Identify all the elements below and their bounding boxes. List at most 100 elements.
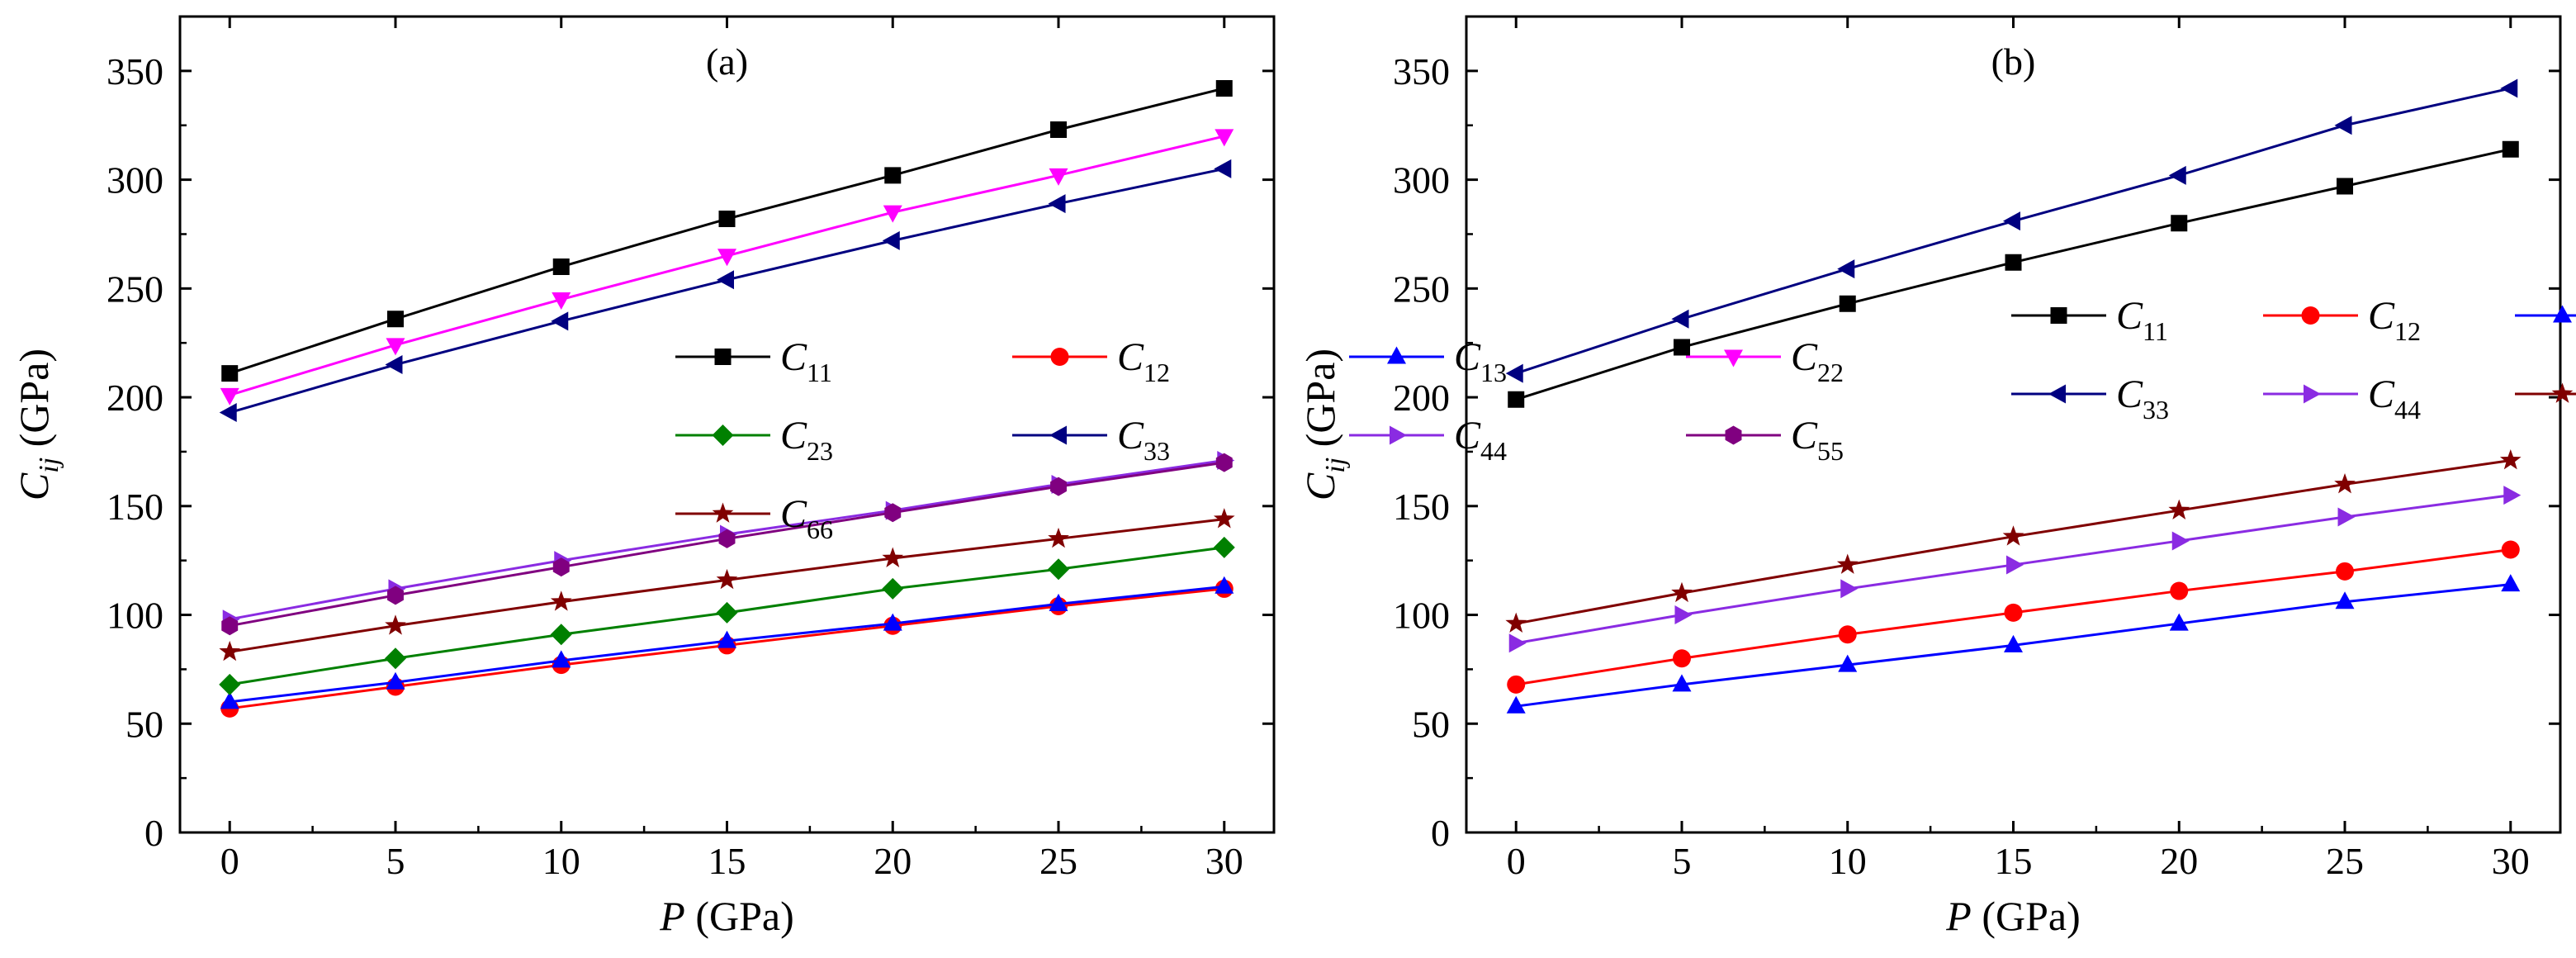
legend-marker xyxy=(1050,348,1069,366)
y-tick-label: 200 xyxy=(107,377,163,419)
data-point-C13 xyxy=(2335,591,2355,609)
data-point-C66 xyxy=(2499,448,2522,470)
y-tick-label: 250 xyxy=(107,268,163,310)
legend-label: C11 xyxy=(2116,294,2168,346)
data-point-C11 xyxy=(386,311,404,328)
plot-frame xyxy=(1465,15,2562,834)
data-point-C13 xyxy=(2004,634,2023,652)
legend: C11 C12 C13 C22 C23 C33 C44 C55 C66 xyxy=(675,335,1844,544)
data-point-C11 xyxy=(2171,215,2188,232)
y-tick-label: 0 xyxy=(144,812,163,854)
legend-entry-C44: C44 xyxy=(1349,414,1507,466)
legend-marker xyxy=(1387,346,1406,364)
data-point-C33 xyxy=(385,355,403,375)
y-tick-label: 100 xyxy=(107,595,163,637)
data-point-C23 xyxy=(384,647,406,670)
series-line-C11 xyxy=(229,87,1225,375)
legend-label: C33 xyxy=(1117,414,1170,466)
series-C22 xyxy=(220,129,1234,405)
data-point-C66 xyxy=(1048,527,1069,548)
data-point-C23 xyxy=(882,577,904,600)
data-point-C22 xyxy=(220,387,239,405)
data-point-C66 xyxy=(219,640,241,662)
y-tick-label: 50 xyxy=(125,703,163,745)
x-tick-label: 0 xyxy=(1507,840,1526,882)
panel-label: (a) xyxy=(706,40,748,83)
legend-label: C44 xyxy=(2368,372,2421,424)
data-point-C44 xyxy=(1508,633,1527,653)
plot-frame xyxy=(178,15,1276,834)
data-point-C33 xyxy=(1671,309,1689,329)
data-point-C66 xyxy=(1836,553,1859,574)
x-tick-label: 10 xyxy=(542,840,580,882)
data-point-C23 xyxy=(1213,536,1235,558)
legend-entry-C12: C12 xyxy=(1012,335,1170,387)
legend-marker xyxy=(1049,425,1067,445)
data-point-C13 xyxy=(717,630,736,648)
data-point-C66 xyxy=(2168,499,2190,519)
data-point-C11 xyxy=(2005,254,2022,271)
data-point-C44 xyxy=(2337,507,2356,527)
data-point-C66 xyxy=(882,547,904,567)
data-point-C55 xyxy=(221,616,239,636)
data-point-C11 xyxy=(2337,178,2354,195)
data-point-C55 xyxy=(552,557,570,577)
legend-label: C23 xyxy=(780,414,833,466)
y-tick-label: 350 xyxy=(1393,50,1450,92)
data-point-C66 xyxy=(2334,472,2356,494)
series-C13 xyxy=(1506,574,2521,714)
legend-label: C22 xyxy=(1791,335,1844,387)
data-point-C33 xyxy=(1048,194,1066,214)
data-point-C33 xyxy=(882,230,900,250)
data-point-C33 xyxy=(1505,363,1523,383)
data-point-C33 xyxy=(1214,159,1232,178)
data-point-C55 xyxy=(884,503,902,523)
data-point-C55 xyxy=(718,529,736,548)
series-C13 xyxy=(220,576,1234,709)
data-point-C44 xyxy=(1840,579,1859,599)
legend-entry-C11: C11 xyxy=(675,335,832,387)
legend-entry-C66: C66 xyxy=(675,492,833,544)
data-point-C11 xyxy=(718,211,736,228)
legend-entry-C33: C33 xyxy=(2011,372,2169,424)
data-point-C13 xyxy=(1672,674,1692,692)
series-line-C33 xyxy=(229,167,1225,414)
legend-entry-C66: C66 xyxy=(2515,382,2576,403)
x-tick-label: 30 xyxy=(1205,840,1243,882)
data-point-C44 xyxy=(2171,531,2190,551)
legend-label: C44 xyxy=(1454,414,1507,466)
legend-entry-C23: C23 xyxy=(675,414,833,466)
data-point-C11 xyxy=(1508,391,1525,408)
x-tick-label: 25 xyxy=(1039,840,1077,882)
y-tick-label: 150 xyxy=(107,486,163,528)
data-point-C13 xyxy=(1506,695,1526,714)
series-line-C11 xyxy=(1515,148,2512,401)
data-point-C55 xyxy=(1050,477,1067,496)
y-tick-label: 0 xyxy=(1431,812,1450,854)
data-point-C12 xyxy=(2004,603,2023,622)
series-C33 xyxy=(219,159,1232,423)
x-tick-label: 20 xyxy=(874,840,912,882)
data-point-C13 xyxy=(2169,613,2189,631)
legend-marker xyxy=(714,349,732,365)
legend-marker xyxy=(712,424,734,446)
data-point-C44 xyxy=(2006,555,2024,575)
data-point-C13 xyxy=(2501,574,2521,592)
data-point-C66 xyxy=(1671,581,1693,603)
data-point-C22 xyxy=(883,205,902,223)
data-point-C11 xyxy=(221,365,239,382)
x-tick-label: 5 xyxy=(386,840,405,882)
data-point-C12 xyxy=(1838,625,1857,644)
legend-label: C11 xyxy=(780,335,832,387)
x-tick-label: 10 xyxy=(1829,840,1867,882)
data-point-C33 xyxy=(2168,165,2186,185)
data-point-C13 xyxy=(220,691,239,709)
data-point-C66 xyxy=(2002,525,2024,546)
data-point-C12 xyxy=(2501,540,2520,559)
legend-entry-C55: C55 xyxy=(1686,414,1844,466)
legend-marker xyxy=(1725,425,1742,445)
series-C33 xyxy=(1505,78,2518,383)
data-point-C33 xyxy=(717,270,734,290)
data-point-C33 xyxy=(1837,259,1855,279)
legend: C11 C12 C13 C33 C44 C66 xyxy=(2011,294,2576,424)
